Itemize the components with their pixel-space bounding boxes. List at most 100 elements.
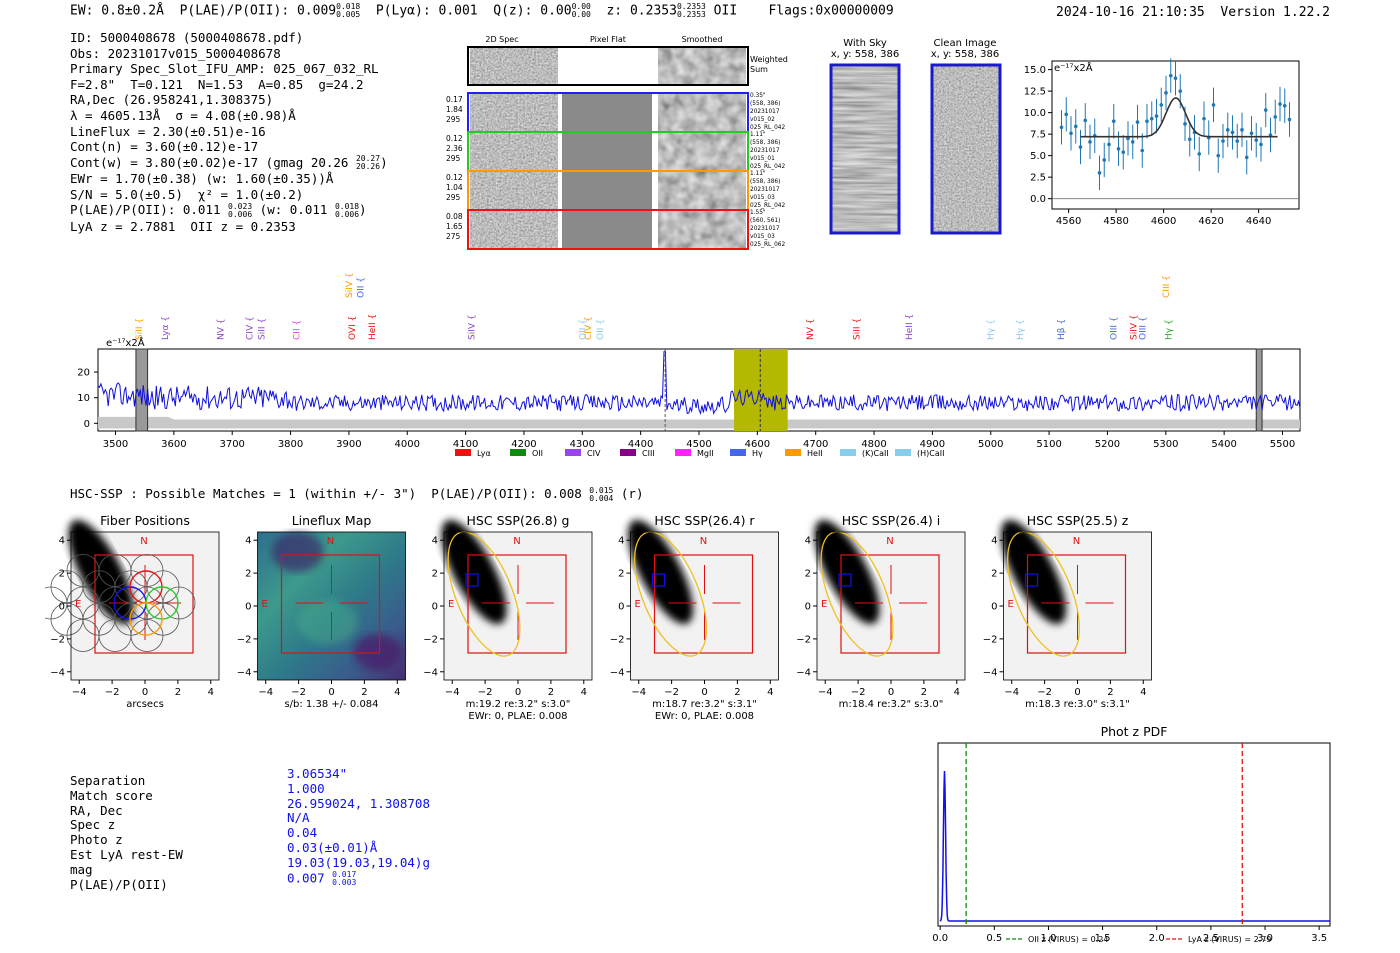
galaxy-0 [68, 519, 134, 625]
spec-xtick-label-14: 4900 [920, 439, 945, 450]
match-box-5 [1024, 573, 1039, 587]
spec-xtick-label-20: 5500 [1270, 439, 1295, 450]
cutout-frame-3 [467, 209, 749, 250]
col-label-smoothed: Smoothed [682, 35, 723, 44]
line-labels: SiII {Lyα {NV {CIV {SiII {CII {OVI {SiIV… [135, 272, 1175, 340]
with-sky-image [831, 65, 899, 233]
header-plae-lo: 0.005 [336, 10, 361, 19]
cutout-2dspec-2 [470, 172, 558, 209]
hsc-xtick-label-2-4: 4 [581, 687, 587, 698]
hsc-xtick-label-0-1: −2 [105, 687, 120, 698]
legend-swatch-6 [785, 449, 801, 456]
match-label-lya-ew: Est LyA rest-EW [70, 846, 183, 862]
fit-xtick-label-3: 4620 [1198, 216, 1223, 227]
lf-blob-1 [271, 532, 324, 572]
fiber-orange [129, 602, 163, 636]
legend-label-4: MgII [697, 449, 714, 458]
line-label-2: NV { [217, 319, 227, 340]
legend-swatch-7 [840, 449, 856, 456]
hsc-caption2-3: EWr: 0, PLAE: 0.008 [655, 711, 754, 722]
cutout-right-0-1: (558, 386) [750, 101, 780, 107]
spec-xtick-label-8: 4300 [570, 439, 595, 450]
fit-point-18 [1145, 119, 1149, 124]
line-label-17: Hγ { [987, 319, 997, 340]
photz-frame [937, 742, 1331, 927]
match-box-4 [838, 573, 852, 587]
mask-right [1255, 348, 1263, 432]
hsc-ytick-label-3-2: 0 [618, 602, 624, 613]
east-label-3: E [635, 599, 641, 610]
photz-xtick-label-1: 0.5 [986, 933, 1002, 944]
fit-point-40 [1249, 131, 1254, 136]
hsc-xtick-label-1-2: 0 [328, 687, 334, 698]
hsc-xtick-label-3-1: −2 [664, 687, 679, 698]
hsc-caption1-3: m:18.7 re:3.2" s:3.1" [652, 699, 757, 710]
header-qz-hi: 0.00 [571, 2, 591, 11]
fit-model-curve [1080, 97, 1278, 138]
fit-point-19 [1149, 116, 1154, 121]
line-label-11: OII { [578, 319, 588, 340]
header-timestamp: 2024-10-16 21:10:35 Version 1.22.2 [1056, 5, 1330, 20]
photz-legend-lya: LyA z (VIRUS) = 2.79 [1188, 935, 1271, 944]
source-ellipse-5 [1006, 531, 1081, 657]
match-label-radec: RA, Dec [70, 802, 123, 818]
match-label-score: Match score [70, 787, 153, 803]
spectrum-line [97, 351, 1301, 416]
cutout-right-3-2: 20231017 [750, 226, 780, 232]
version: Version 1.22.2 [1220, 5, 1330, 20]
hsc-xtick-label-3-4: 4 [767, 687, 773, 698]
lf-blob-3 [297, 600, 358, 644]
cutout-2dspec-1 [470, 133, 558, 170]
source-ellipse-2 [447, 531, 521, 657]
galaxy-4 [814, 519, 880, 625]
weighted-flat [558, 48, 658, 84]
legend-label-7: (K)CaII [862, 449, 889, 458]
fit-ticks: 0.0 2.5 5.0 7.5 10.0 12.5 15.0 4560 4580 4600 4620… [1024, 65, 1272, 227]
east-label-4: E [821, 599, 827, 610]
hsc-ytick-label-5-3: 2 [991, 569, 997, 580]
hsc-ytick-label-4-3: 2 [805, 569, 811, 580]
hsc-header-text: HSC-SSP : Possible Matches = 1 (within +… [70, 486, 582, 501]
hsc-xtick-label-4-2: 0 [888, 687, 894, 698]
info-contn: Cont(n) = 3.60(±0.12)e-17 [70, 139, 259, 155]
hsc-ytick-label-0-4: 4 [59, 536, 65, 547]
fit-data [1052, 58, 1299, 200]
cutout-left-1-0: 0.12 [446, 134, 463, 143]
aperture-box-2 [467, 554, 567, 654]
fit-point-3 [1073, 124, 1078, 129]
spec-xtick-label-16: 5100 [1036, 439, 1061, 450]
photz-pdf-chart: Phot z PDF 0.0 0.5 1.0 1.5 2.0 2.5 3.0 3.5 OII z… [932, 724, 1331, 944]
clean-image [932, 65, 1000, 233]
info-plae-w: (w: 0.011 [259, 202, 328, 218]
full-spectrum-chart: SiII {Lyα {NV {CIV {SiII {CII {OVI {SiIV… [77, 272, 1301, 458]
legend-swatch-4 [675, 449, 691, 456]
source-ellipse-3 [633, 531, 708, 657]
weighted-label: Weighted [750, 55, 788, 64]
hsc-header: HSC-SSP : Possible Matches = 1 (within +… [70, 486, 643, 503]
header-flags: Flags:0x00000009 [768, 3, 894, 19]
line-label-9: HeII { [368, 314, 378, 340]
line-label-21: SiIV { [1130, 314, 1140, 340]
info-contw-lo: 20.26 [355, 162, 381, 172]
spec-xtick-label-0: 3500 [103, 439, 128, 450]
line-label-23: CIII { [1162, 275, 1172, 298]
east-label-2: E [448, 599, 454, 610]
fit-point-0 [1059, 125, 1064, 130]
fit-ytick-label-2: 5.0 [1030, 151, 1046, 162]
cutout-right-3-1: (560, 561) [750, 218, 780, 224]
with-sky-frame [829, 63, 901, 235]
fit-ytick-label-1: 2.5 [1030, 173, 1046, 184]
info-sn: S/N = 5.0(±0.5) χ² = 1.0(±0.2) [70, 186, 304, 202]
cutout-right-1-0: 1.11" [750, 132, 766, 138]
fit-ylabel: e⁻¹⁷x2Å [1054, 61, 1093, 74]
hsc-caption1-5: m:18.3 re:3.0" s:3.1" [1025, 699, 1130, 710]
east-label-5: E [1008, 599, 1014, 610]
spec-xtick-label-19: 5400 [1211, 439, 1236, 450]
hsc-xtick-label-1-3: 2 [361, 687, 367, 698]
cutout-left-2-1: 1.04 [446, 183, 463, 192]
hsc-xtick-label-3-3: 2 [734, 687, 740, 698]
spec-xtick-label-5: 4000 [395, 439, 420, 450]
hsc-ytick-label-4-4: 4 [805, 536, 811, 547]
fit-point-39 [1244, 155, 1249, 160]
header-z-hi: 0.2353 [676, 2, 706, 11]
